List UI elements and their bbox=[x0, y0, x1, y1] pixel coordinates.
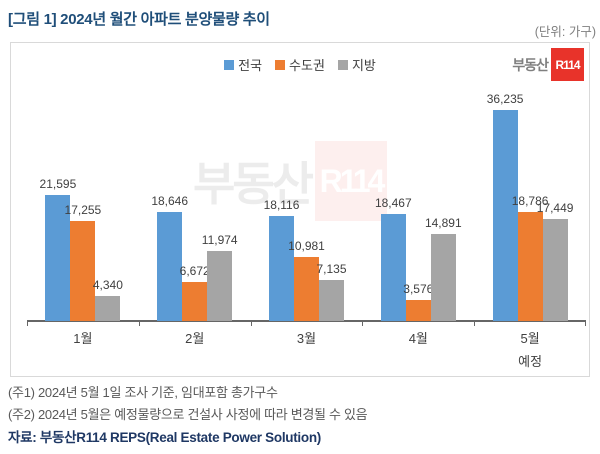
legend-swatch-provinces-icon bbox=[337, 59, 348, 70]
bar-전국-3월 bbox=[269, 215, 294, 321]
bar-value-label: 7,135 bbox=[316, 261, 347, 276]
bar-value-label: 3,576 bbox=[403, 282, 434, 297]
bar-지방-4월 bbox=[430, 234, 456, 321]
unit-label: (단위: 가구) bbox=[534, 25, 596, 39]
legend-item-metro: 수도권 bbox=[275, 55, 325, 74]
legend-swatch-national-icon bbox=[224, 59, 235, 70]
bar-전국-2월 bbox=[157, 212, 183, 321]
brand-logo-text: 부동산 bbox=[512, 56, 549, 73]
bar-value-label: 17,255 bbox=[64, 202, 102, 217]
bar-전국-1월 bbox=[45, 195, 71, 321]
bar-지방-1월 bbox=[95, 295, 121, 321]
bar-value-label: 21,595 bbox=[39, 177, 77, 192]
bar-value-label: 18,786 bbox=[511, 193, 549, 208]
bar-수도권-2월 bbox=[182, 282, 208, 321]
brand-logo-r114-icon: R114 bbox=[551, 48, 584, 81]
bar-수도권-1월 bbox=[70, 220, 96, 321]
bar-value-label: 4,340 bbox=[92, 277, 123, 292]
bar-value-label: 36,235 bbox=[486, 92, 524, 106]
bar-지방-2월 bbox=[207, 251, 233, 321]
page-title: [그림 1] 2024년 월간 아파트 분양물량 추이 bbox=[8, 11, 270, 28]
bar-value-label: 6,672 bbox=[179, 264, 210, 279]
x-category-label: 2월 bbox=[185, 331, 205, 346]
x-axis-labels: 1월 2월 3월 4월 5월 예정 bbox=[27, 328, 586, 372]
x-category-label: 1월 bbox=[73, 331, 93, 346]
legend-item-provinces: 지방 bbox=[337, 55, 376, 74]
legend-swatch-metro-icon bbox=[275, 59, 286, 70]
footnote-1: (주1) 2024년 5월 1일 조사 기준, 임대포함 총가구수 bbox=[8, 385, 278, 400]
x-axis-tick bbox=[585, 322, 586, 326]
x-axis-tick bbox=[27, 322, 28, 326]
legend-item-national: 전국 bbox=[224, 55, 262, 74]
x-axis-tick bbox=[474, 322, 476, 326]
chart-area: 전국 수도권 지방 부동산 R114 부동산 R114 21,595 18,646… bbox=[10, 42, 590, 377]
x-axis-tick bbox=[362, 322, 364, 326]
x-axis bbox=[27, 320, 586, 322]
x-axis-tick bbox=[250, 322, 252, 326]
bar-value-label: 10,981 bbox=[288, 239, 325, 254]
legend-label-metro: 수도권 bbox=[289, 58, 325, 73]
brand-logo: 부동산 R114 bbox=[512, 48, 584, 81]
x-axis-tick bbox=[138, 322, 140, 326]
bar-지방-5월 bbox=[542, 219, 568, 321]
bar-value-label: 17,449 bbox=[536, 201, 574, 216]
bar-value-label: 18,646 bbox=[151, 194, 189, 209]
x-category-label: 4월 bbox=[408, 331, 428, 346]
bar-전국-5월 bbox=[492, 110, 518, 321]
legend-label-national: 전국 bbox=[238, 58, 263, 73]
bar-수도권-4월 bbox=[405, 300, 431, 321]
legend-label-provinces: 지방 bbox=[351, 58, 376, 73]
bar-value-label: 18,116 bbox=[263, 197, 300, 212]
x-category-sublabel: 예정 bbox=[518, 354, 543, 369]
bar-value-label: 14,891 bbox=[424, 216, 462, 231]
legend: 전국 수도권 지방 bbox=[11, 55, 589, 74]
bar-전국-4월 bbox=[380, 213, 406, 321]
plot-area: 21,595 18,646 18,116 18,467 36,235 17,255 6,67… bbox=[27, 43, 586, 326]
source-line: 자료: 부동산R114 REPS(Real Estate Power Solut… bbox=[8, 430, 321, 445]
x-category-label: 5월 예정 bbox=[474, 328, 586, 370]
bar-value-label: 11,974 bbox=[201, 233, 238, 248]
bar-수도권-3월 bbox=[294, 257, 319, 321]
footnote-2: (주2) 2024년 5월은 예정물량으로 건설사 사정에 따라 변경될 수 있… bbox=[8, 407, 368, 422]
x-category-label: 3월 bbox=[296, 331, 317, 346]
bar-수도권-5월 bbox=[517, 211, 543, 321]
bar-value-label: 18,467 bbox=[374, 195, 412, 210]
bar-지방-3월 bbox=[319, 279, 344, 321]
